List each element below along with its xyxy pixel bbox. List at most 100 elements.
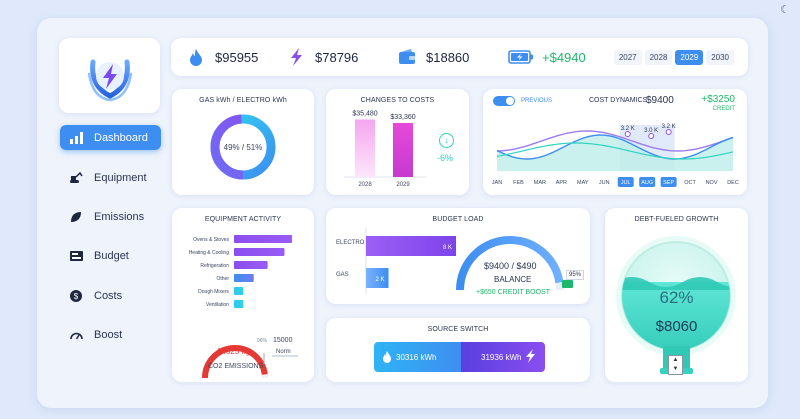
- year-tab-2027[interactable]: 2027: [613, 50, 642, 65]
- equipment-label: Heating & Cooling: [189, 250, 230, 256]
- equipment-label: Dough Mixers: [198, 289, 229, 295]
- changes-year-label: 2029: [396, 182, 410, 188]
- cost-dynamics-chart: 3.2 K 3.0 K 3.2 K JAN FEB MAR APR MAY JUN JUL AUG S…: [492, 124, 739, 187]
- month-highlight: [660, 177, 677, 187]
- equipment-label: Ovens & Stoves: [193, 237, 229, 243]
- changes-card: CHANGES TO COSTS $35,480 2028 $33,360 2029 …: [326, 89, 469, 195]
- month-tick-label: AUG: [641, 180, 653, 186]
- norm-value: 15000: [273, 337, 293, 344]
- kpi-electro: $78796: [285, 47, 358, 67]
- year-tab-2030[interactable]: 2030: [706, 50, 734, 65]
- sidebar-item-dashboard[interactable]: Dashboard: [60, 125, 161, 150]
- changes-bar-chart: $35,480 2028 $33,360 2029: [344, 111, 426, 188]
- equipment-bar-chart: Ovens & Stoves Heating & Cooling Refrigera…: [189, 235, 292, 308]
- peak-label: 3.2 K: [662, 124, 676, 130]
- sidebar-item-emissions[interactable]: Emissions: [60, 204, 161, 229]
- year-tab-2028[interactable]: 2028: [644, 50, 673, 65]
- budget-bar-value: 8 K: [443, 245, 452, 251]
- card-title: CHANGES TO COSTS: [360, 97, 435, 104]
- month-tick-label: JAN: [492, 180, 502, 186]
- budget-chart: ELECTRO 8 K GAS 2 K: [336, 228, 573, 294]
- gas-source-button[interactable]: 30316 kWh: [374, 342, 461, 372]
- month-tick-label: APR: [556, 180, 567, 186]
- month-tick-label: NOV: [706, 180, 718, 186]
- balance-label: BALANCE: [494, 275, 532, 284]
- leaf-icon: [69, 210, 83, 224]
- year-tab-2029[interactable]: 2029: [675, 50, 704, 65]
- sidebar-item-equipment[interactable]: Equipment: [60, 165, 161, 190]
- equipment-label: Other: [216, 276, 229, 282]
- budget-bar: [366, 268, 389, 288]
- co2-gauge: [202, 345, 298, 379]
- changes-year-label: 2028: [358, 182, 372, 188]
- sidebar-item-label: Boost: [94, 328, 123, 341]
- month-tick-label: JUL: [621, 180, 631, 186]
- wallet-icon: [396, 47, 418, 67]
- changes-bar-label: $33,360: [390, 114, 415, 121]
- change-percent: -6%: [437, 153, 454, 163]
- previous-label: PREVIOUS: [521, 98, 553, 104]
- equipment-bar: [234, 300, 244, 308]
- sidebar-item-label: Emissions: [94, 210, 145, 223]
- budget-bar-label: ELECTRO: [336, 240, 365, 246]
- growth-percent: 62%: [659, 288, 694, 307]
- kpi-value: $95955: [215, 49, 259, 65]
- peak-label: 3.0 K: [644, 128, 658, 134]
- electro-kwh: 31936 kWh: [481, 352, 522, 362]
- dark-mode-icon[interactable]: ☾: [780, 4, 790, 16]
- flame-icon: [185, 47, 207, 67]
- gas-kwh: 30316 kWh: [396, 352, 437, 362]
- peak-label: 3.2 K: [621, 126, 635, 132]
- previous-toggle[interactable]: [493, 96, 515, 106]
- lightning-icon: [525, 349, 536, 365]
- equipment-bar: [234, 235, 292, 243]
- credit-label: CREDIT: [712, 106, 735, 112]
- growth-card: DEBT-FUELED GROWTH 62% $8060 ▲ ▼: [605, 208, 748, 382]
- svg-text:$: $: [74, 292, 79, 301]
- gas-electro-donut: [210, 114, 276, 180]
- logo-lightning-icon: [87, 59, 133, 102]
- norm-label: Norm: [276, 349, 291, 355]
- equipment-bar: [234, 261, 268, 269]
- co2-percent: 96%: [257, 338, 268, 344]
- budget-card: BUDGET LOAD ELECTRO 8 K GAS 2 K $9400 / $49…: [326, 208, 590, 304]
- source-switch-card: SOURCE SWITCH 30316 kWh 31936 kWh: [326, 318, 590, 382]
- co2-value: 14625 kg: [217, 347, 250, 356]
- cost-dynamics-card: PREVIOUS COST DYNAMICS $9400 +$3250 CRED…: [483, 89, 747, 195]
- sidebar-item-label: Budget: [94, 249, 129, 262]
- kpi-wallet: $18860: [396, 47, 469, 67]
- budget-bar-value: 2 K: [375, 277, 384, 283]
- growth-value: $8060: [655, 318, 698, 335]
- logo-card: [59, 38, 160, 113]
- gas-electro-card: GAS kWh / ELECTRO kWh 49% / 51%: [172, 89, 314, 195]
- growth-stepper[interactable]: ▲ ▼: [668, 355, 683, 375]
- card-title: GAS kWh / ELECTRO kWh: [199, 97, 287, 104]
- electro-source-button[interactable]: 31936 kWh: [461, 342, 545, 372]
- budget-bar-label: GAS: [336, 272, 349, 278]
- area-series: [497, 135, 733, 171]
- speedometer-icon: [69, 328, 83, 342]
- sidebar-item-label: Dashboard: [94, 131, 148, 144]
- card-title: DEBT-FUELED GROWTH: [634, 216, 719, 223]
- changes-bar: [355, 119, 375, 177]
- donut-label: 49% / 51%: [223, 143, 263, 152]
- card-title: BUDGET LOAD: [432, 216, 484, 223]
- year-selector: 2027 2028 2029 2030: [613, 50, 734, 65]
- peak-marker: [665, 129, 672, 135]
- sidebar-item-costs[interactable]: $ Costs: [60, 283, 161, 308]
- gauge-percent: 95%: [566, 270, 585, 280]
- equipment-label: Ventilation: [206, 302, 229, 308]
- sidebar-item-budget[interactable]: Budget: [60, 243, 161, 268]
- equipment-bar: [234, 274, 254, 282]
- peak-marker: [648, 133, 655, 139]
- budget-bar: [366, 236, 456, 256]
- card-title: SOURCE SWITCH: [427, 326, 489, 333]
- sidebar-item-boost[interactable]: Boost: [60, 322, 161, 347]
- changes-bar-label: $35,480: [352, 111, 377, 118]
- month-tick-label: SEP: [663, 180, 674, 186]
- dynamics-title: COST DYNAMICS: [589, 97, 648, 104]
- month-tick-label: MAY: [577, 180, 589, 186]
- current-series-line: [496, 134, 734, 160]
- month-tick-label: OCT: [684, 180, 696, 186]
- kpi-credit: +$4940: [508, 47, 586, 67]
